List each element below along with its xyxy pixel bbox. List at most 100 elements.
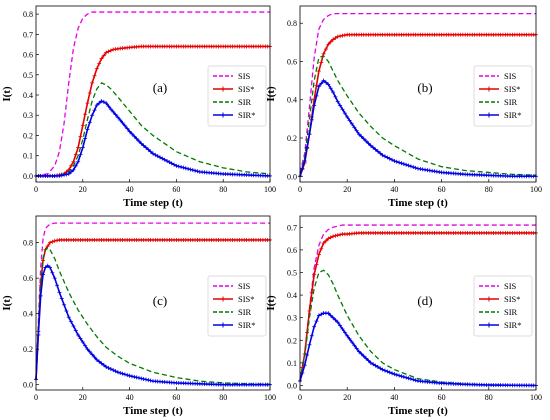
y-tick-label: 0.8	[287, 19, 297, 28]
series-markers-sir-star	[34, 99, 272, 178]
series-markers-sir-star	[34, 263, 272, 387]
y-tick-label: 0.0	[287, 172, 297, 181]
x-tick-label: 60	[438, 185, 446, 194]
series-markers-sis-star	[298, 230, 538, 383]
x-tick-label: 0	[298, 393, 302, 402]
x-tick-label: 60	[172, 393, 180, 402]
legend-entry: SIR*	[238, 110, 255, 120]
series-line-sir	[35, 247, 271, 385]
plot-frame	[35, 5, 271, 183]
y-axis-label: I(t)	[265, 86, 277, 102]
legend-entry: SIR	[238, 97, 252, 107]
y-tick-label: 0.7	[23, 30, 33, 39]
x-axis-label: Time step (t)	[388, 405, 448, 417]
legend-box	[207, 275, 267, 337]
series-line-sis	[35, 11, 270, 177]
legend-entry: SIR*	[504, 320, 521, 330]
x-tick-label: 0	[34, 185, 38, 194]
y-tick-label: 0.0	[287, 381, 297, 390]
y-tick-label: 0.2	[287, 134, 297, 143]
legend-entry: SIR*	[504, 110, 521, 120]
series-line-sir	[299, 54, 537, 176]
legend-entry: SIS*	[504, 294, 521, 304]
legend-entry: SIR	[504, 97, 518, 107]
legend-entry: SIS	[504, 281, 517, 291]
panel-label: (b)	[417, 80, 432, 95]
y-tick-label: 0.2	[23, 131, 33, 140]
x-axis-label: Time step (t)	[123, 405, 183, 417]
y-tick-label: 0.3	[287, 314, 297, 323]
y-tick-label: 0.6	[287, 57, 297, 66]
y-tick-label: 0.6	[23, 274, 33, 283]
y-tick-label: 0.4	[287, 96, 297, 105]
x-tick-label: 100	[530, 393, 542, 402]
legend: SIS SIS* SIR SIR*	[207, 65, 267, 127]
legend-entry: SIR	[238, 307, 252, 317]
plot-frame	[35, 215, 271, 391]
x-tick-label: 40	[126, 393, 134, 402]
y-tick-label: 0.2	[23, 345, 33, 354]
plot-frame	[299, 215, 537, 391]
legend-entry: SIS	[504, 71, 517, 81]
x-tick-label: 40	[390, 393, 398, 402]
y-tick-label: 0.1	[23, 152, 33, 161]
legend-entry: SIS*	[238, 294, 255, 304]
y-tick-label: 0.0	[23, 381, 33, 390]
x-tick-label: 100	[264, 185, 276, 194]
y-tick-label: 0.4	[23, 310, 33, 319]
y-tick-label: 0.5	[23, 71, 33, 80]
y-tick-label: 0.1	[287, 359, 297, 368]
x-tick-label: 80	[485, 185, 493, 194]
x-tick-label: 100	[530, 185, 542, 194]
legend-entry: SIR*	[238, 320, 255, 330]
legend-entry: SIS	[238, 71, 251, 81]
legend: SIS SIS* SIR SIR*	[207, 275, 267, 337]
legend-entry: SIS	[238, 281, 251, 291]
x-tick-label: 40	[126, 185, 134, 194]
y-tick-label: 0.0	[23, 172, 33, 181]
chart-panel-c: 0 20 40 60 80 100 0.0 0.2 0.4 0.6 0.8 Time step (t)…	[1, 215, 276, 417]
y-axis-label: I(t)	[1, 295, 13, 311]
x-tick-label: 20	[343, 393, 351, 402]
x-tick-label: 80	[219, 393, 227, 402]
y-tick-label: 0.4	[23, 91, 33, 100]
y-tick-label: 0.7	[287, 223, 297, 232]
series-markers-sis-star	[34, 237, 272, 382]
legend-box	[473, 65, 533, 127]
y-tick-label: 0.6	[23, 51, 33, 60]
x-tick-label: 20	[79, 393, 87, 402]
y-tick-label: 0.6	[287, 246, 297, 255]
x-axis-label: Time step (t)	[123, 197, 183, 209]
legend: SIS SIS* SIR SIR*	[473, 275, 533, 337]
y-tick-label: 0.8	[23, 239, 33, 248]
x-tick-label: 20	[343, 185, 351, 194]
legend-entry: SIS*	[504, 84, 521, 94]
x-tick-label: 80	[485, 393, 493, 402]
x-tick-label: 0	[298, 185, 302, 194]
series-markers-sir-star	[298, 78, 538, 179]
series-line-sir	[36, 82, 271, 177]
panel-label: (d)	[417, 293, 432, 308]
x-tick-label: 60	[438, 393, 446, 402]
y-axis-label: I(t)	[1, 86, 13, 102]
y-tick-label: 0.8	[23, 10, 33, 19]
x-tick-label: 0	[34, 393, 38, 402]
legend-entry: SIS*	[238, 84, 255, 94]
legend-box	[473, 275, 533, 337]
series-line-sis	[299, 12, 536, 173]
x-tick-label: 60	[172, 185, 180, 194]
y-tick-label: 0.3	[23, 111, 33, 120]
x-tick-label: 40	[390, 185, 398, 194]
panel-label: (c)	[153, 293, 167, 308]
x-tick-label: 100	[264, 393, 276, 402]
legend-entry: SIR	[504, 307, 518, 317]
plot-frame	[299, 5, 537, 183]
x-tick-label: 80	[219, 185, 227, 194]
chart-panel-d: 0 20 40 60 80 100 0.0 0.1 0.2 0.3 0.4 0.5 0.6 0.7 Time…	[265, 215, 542, 417]
x-tick-label: 20	[79, 185, 87, 194]
y-tick-label: 0.5	[287, 268, 297, 277]
chart-panel-b: 0 20 40 60 80 100 0.0 0.2 0.4 0.6 0.8 Time step (t)…	[265, 5, 542, 209]
series-markers-sir-star	[298, 311, 538, 388]
x-axis-label: Time step (t)	[388, 197, 448, 209]
